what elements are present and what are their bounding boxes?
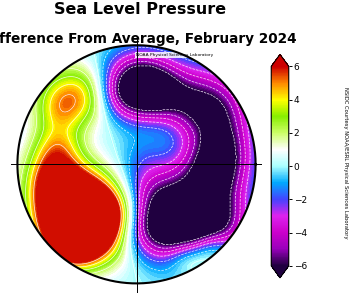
PathPatch shape bbox=[271, 54, 289, 66]
Text: NSIDC Courtesy NOAA/ESRL Physical Sciences Laboratory: NSIDC Courtesy NOAA/ESRL Physical Scienc… bbox=[343, 87, 348, 239]
PathPatch shape bbox=[271, 266, 289, 278]
Text: Sea Level Pressure: Sea Level Pressure bbox=[54, 2, 226, 17]
Text: NOAA Physical Sciences Laboratory: NOAA Physical Sciences Laboratory bbox=[136, 53, 213, 57]
Text: Difference From Average, February 2024: Difference From Average, February 2024 bbox=[0, 32, 297, 46]
